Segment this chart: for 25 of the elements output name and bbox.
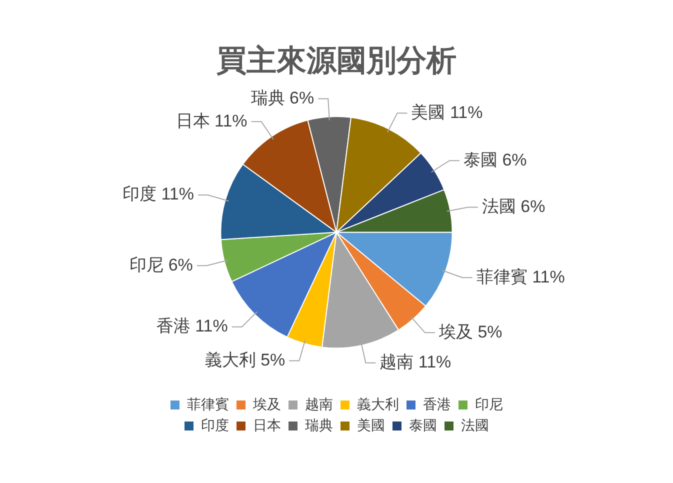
category-label: 瑞典 6%: [250, 88, 314, 108]
legend-label: 美國: [357, 416, 385, 433]
category-label: 印度 11%: [122, 184, 194, 204]
legend-label: 泰國: [409, 416, 437, 433]
legend-label: 瑞典: [305, 416, 333, 433]
category-label: 泰國 6%: [463, 150, 527, 170]
legend-label: 菲律賓: [187, 396, 229, 412]
category-label: 埃及 5%: [438, 322, 502, 342]
legend-label: 法國: [461, 416, 489, 433]
legend-label: 義大利: [357, 396, 399, 412]
category-label: 美國 11%: [411, 102, 483, 122]
category-label: 越南 11%: [380, 352, 452, 372]
category-label: 日本 11%: [176, 111, 248, 130]
legend-label: 日本: [253, 416, 281, 433]
legend-label: 印度: [201, 416, 229, 433]
chart-title: 買主來源國別分析: [216, 43, 456, 78]
category-label: 菲律賓 11%: [476, 267, 565, 286]
category-label: 香港 11%: [156, 316, 228, 336]
category-label: 印尼 6%: [130, 255, 193, 274]
legend-label: 印尼: [475, 396, 503, 412]
legend-label: 越南: [305, 396, 333, 412]
category-label: 法國 6%: [482, 196, 546, 216]
legend-label: 香港: [423, 396, 451, 412]
legend-label: 埃及: [252, 396, 281, 412]
category-label: 義大利 5%: [204, 350, 286, 370]
